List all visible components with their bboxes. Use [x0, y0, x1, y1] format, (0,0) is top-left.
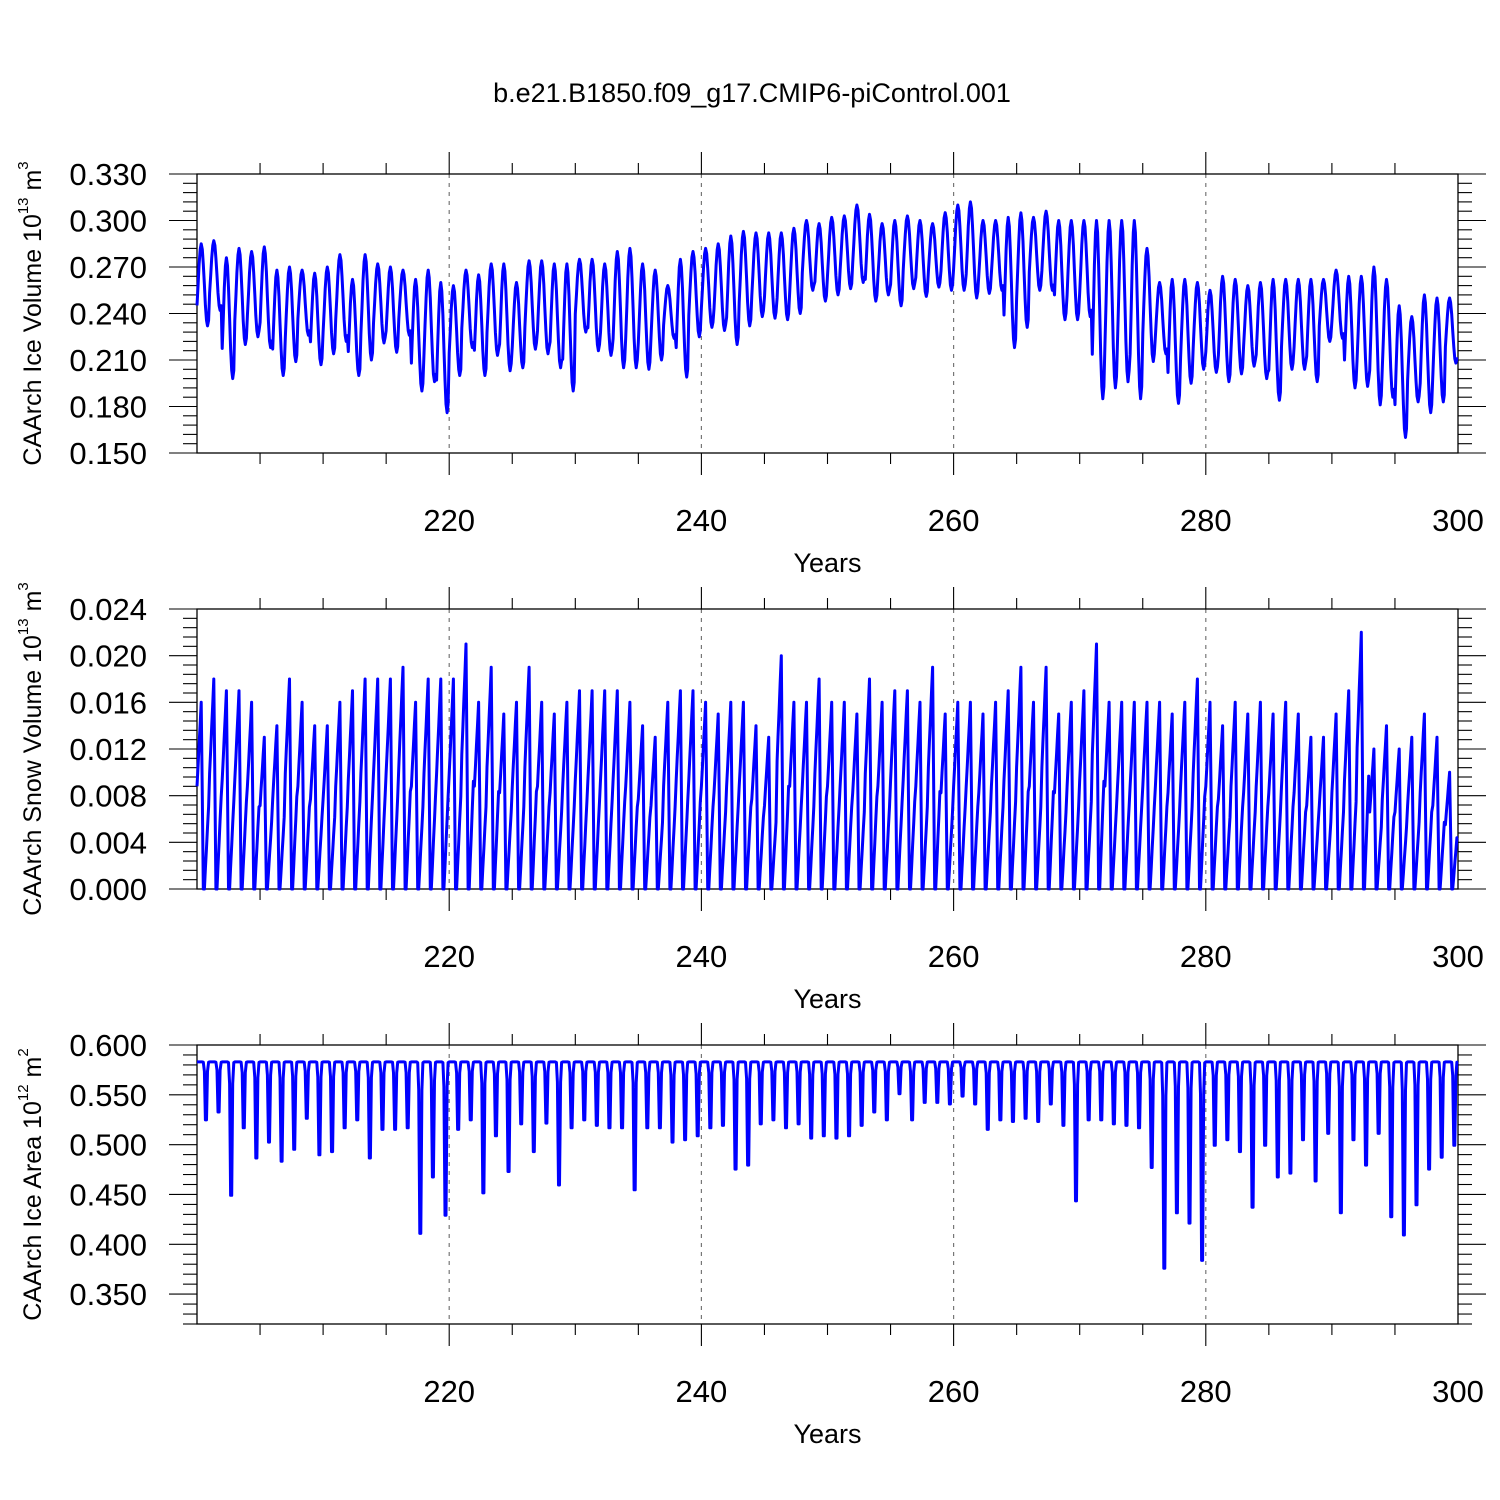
x-tick-label: 280 [1180, 939, 1232, 974]
y-tick-label: 0.450 [69, 1177, 147, 1212]
x-tick-label: 220 [423, 939, 475, 974]
y-tick-label: 0.020 [69, 639, 147, 674]
x-tick-label: 240 [676, 1374, 728, 1409]
y-tick-label: 0.016 [69, 685, 147, 720]
snow-volume-panel: 220 240 260 280 300 Years 0.000 0.004 0.008 0.012… [15, 582, 1486, 1014]
x-tick-label: 260 [928, 939, 980, 974]
x-tick-label: 220 [423, 503, 475, 538]
y-tick-label: 0.330 [69, 157, 147, 192]
ice-volume-series-line [195, 200, 1459, 439]
chart-title: b.e21.B1850.f09_g17.CMIP6-piControl.001 [493, 78, 1011, 108]
y-tick-label: 0.550 [69, 1078, 147, 1113]
x-tick-label: 300 [1432, 1374, 1484, 1409]
ice-area-series-line [196, 1060, 1459, 1270]
y-tick-label: 0.400 [69, 1227, 147, 1262]
x-axis-label: Years [793, 984, 861, 1014]
x-tick-label: 260 [928, 1374, 980, 1409]
x-tick-label: 300 [1432, 939, 1484, 974]
x-tick-label: 300 [1432, 503, 1484, 538]
y-tick-label: 0.350 [69, 1277, 147, 1312]
y-axis-label: CAArch Snow Volume 1013 m3 [15, 582, 47, 916]
y-tick-label: 0.180 [69, 390, 147, 425]
y-tick-label: 0.008 [69, 779, 147, 814]
y-tick-label: 0.500 [69, 1128, 147, 1163]
y-tick-label: 0.024 [69, 592, 147, 627]
y-tick-label: 0.004 [69, 825, 147, 860]
y-tick-label: 0.600 [69, 1028, 147, 1063]
y-tick-label: 0.150 [69, 436, 147, 471]
y-tick-label: 0.240 [69, 297, 147, 332]
plot-frame [196, 1044, 1459, 1325]
x-tick-label: 280 [1180, 1374, 1232, 1409]
x-tick-label: 220 [423, 1374, 475, 1409]
y-axis-label: CAArch Ice Area 1012 m2 [15, 1048, 47, 1320]
x-tick-label: 240 [676, 939, 728, 974]
y-tick-label: 0.000 [69, 872, 147, 907]
x-axis-label: Years [793, 1419, 861, 1449]
x-tick-label: 260 [928, 503, 980, 538]
ice-area-panel: 220 240 260 280 300 Years 0.350 0.400 0.450 0.500… [15, 1023, 1486, 1449]
snow-volume-series-line [195, 630, 1459, 891]
x-tick-label: 280 [1180, 503, 1232, 538]
ice-volume-panel: 220 240 260 280 300 Years 0.150 0.180 0.210 0.240… [15, 152, 1486, 578]
x-axis-label: Years [793, 548, 861, 578]
y-tick-label: 0.012 [69, 732, 147, 767]
y-tick-label: 0.270 [69, 250, 147, 285]
y-tick-label: 0.210 [69, 343, 147, 378]
x-tick-label: 240 [676, 503, 728, 538]
y-axis-label: CAArch Ice Volume 1013 m3 [15, 161, 47, 465]
y-tick-label: 0.300 [69, 204, 147, 239]
